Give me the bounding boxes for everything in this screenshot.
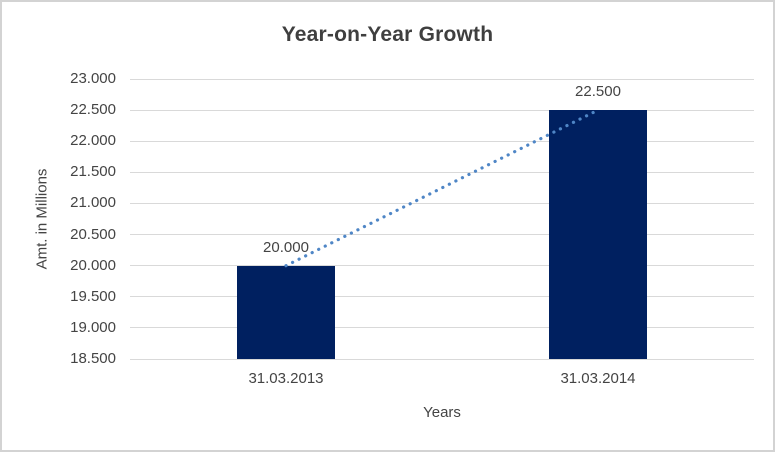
- gridline: [130, 78, 754, 80]
- y-axis-title: Amt. in Millions: [33, 168, 51, 270]
- gridline: [130, 109, 754, 111]
- bar: [237, 265, 335, 359]
- gridline: [130, 296, 754, 298]
- y-tick-label: 22.500: [70, 101, 116, 119]
- bar-value-label: 20.000: [263, 238, 309, 256]
- y-tick-label: 23.000: [70, 70, 116, 87]
- x-axis-title: Years: [423, 404, 461, 421]
- y-tick-label: 19.500: [70, 287, 116, 305]
- y-tick-label: 21.500: [70, 163, 116, 181]
- gridline: [130, 358, 754, 360]
- y-tick-label: 20.000: [70, 256, 116, 274]
- x-category-label: 31.03.2014: [560, 370, 636, 387]
- gridline: [130, 140, 754, 142]
- x-category-label: 31.03.2013: [248, 370, 324, 387]
- gridline: [130, 265, 754, 267]
- bar: [549, 110, 647, 359]
- y-tick-label: 21.000: [70, 194, 116, 212]
- bar-value-label: 22.500: [575, 83, 621, 101]
- gridline: [130, 327, 754, 329]
- gridline: [130, 234, 754, 236]
- y-tick-label: 18.500: [70, 350, 116, 367]
- gridline: [130, 202, 754, 204]
- y-tick-label: 19.000: [70, 318, 116, 336]
- y-tick-label: 22.000: [70, 132, 116, 150]
- y-tick-label: 20.500: [70, 225, 116, 243]
- gridline: [130, 171, 754, 173]
- chart-title: Year-on-Year Growth: [281, 23, 494, 46]
